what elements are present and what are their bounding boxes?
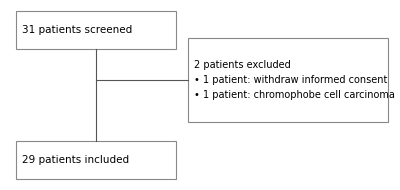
FancyBboxPatch shape [16,11,176,49]
FancyBboxPatch shape [16,141,176,179]
Text: 29 patients included: 29 patients included [22,155,129,165]
Text: 31 patients screened: 31 patients screened [22,25,132,35]
Text: 2 patients excluded
• 1 patient: withdraw informed consent
• 1 patient: chromoph: 2 patients excluded • 1 patient: withdra… [194,60,395,100]
FancyBboxPatch shape [188,38,388,122]
